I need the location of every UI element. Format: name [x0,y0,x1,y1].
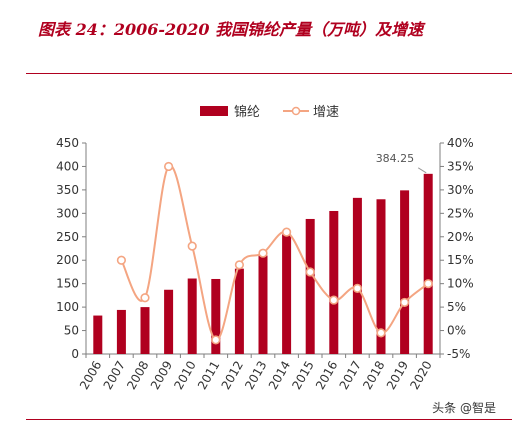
y-right-tick-label: 10% [447,277,474,291]
x-tick-label: 2015 [289,359,316,392]
bar [329,210,339,354]
footer-divider [26,419,512,420]
x-tick-label: 2007 [101,359,128,392]
legend-swatch-bar [200,106,228,116]
bar [376,199,386,354]
growth-point [234,260,244,270]
title-divider [26,73,512,74]
y-right-tick-label: 20% [447,230,474,244]
growth-line [116,161,433,345]
x-tick-label: 2016 [313,359,340,392]
growth-point [305,267,315,277]
bar [400,190,410,354]
y-left-tick-label: 400 [56,159,79,173]
growth-point [400,297,410,308]
y-left-tick-label: 150 [56,277,79,291]
bar [282,234,292,354]
bar [423,173,433,354]
growth-point [258,248,268,258]
growth-point [423,279,433,289]
y-right-tick-label: 40% [447,136,474,150]
x-tick-label: 2014 [266,359,293,392]
y-right-tick-label: 30% [447,183,474,197]
x-tick-labels: 2006200720082009201020112012201320142015… [77,359,435,392]
y-left-tick-label: 100 [56,300,79,314]
bar [116,309,126,354]
x-tick-label: 2020 [407,359,434,392]
y-left-tick-label: 350 [56,183,79,197]
watermark: 头条 @智是 [429,398,499,417]
y-left-tick-label: 250 [56,230,79,244]
growth-point [376,328,386,338]
growth-point [116,255,126,265]
y-right-tick-label: 5% [447,300,466,314]
y-right-tick-label: 35% [447,159,474,173]
bars [93,173,433,354]
x-tick-label: 2010 [171,359,198,392]
bar [211,278,221,354]
x-tick-label: 2018 [360,359,387,392]
bar [164,289,174,354]
bar [187,278,197,354]
y-left-tick-label: 450 [56,136,79,150]
x-tick-label: 2009 [148,359,175,392]
x-tick-label: 2019 [384,359,411,392]
growth-point [352,283,363,293]
bar [234,268,244,354]
x-tick-label: 2012 [219,359,246,392]
growth-point [187,241,197,251]
legend-label-bar: 锦纶 [234,105,260,120]
chart-title: 图表 24：2006-2020 我国锦纶产量（万吨）及增速 [38,20,424,39]
y-right-tick-label: -5% [447,347,470,361]
y-left-tick-label: 0 [71,347,79,361]
growth-point [329,295,339,305]
annotation-leader [417,167,427,174]
y-left-tick-label: 50 [64,324,79,338]
bar [140,307,150,354]
legend-label-line: 增速 [313,105,339,120]
x-tick-label: 2011 [195,359,222,392]
growth-point [164,161,174,172]
y-left-tick-label: 300 [56,206,79,220]
y-left-tick-label: 200 [56,253,79,267]
growth-point [282,227,292,237]
bar [305,218,315,354]
x-tick-label: 2013 [242,359,269,392]
growth-point [211,335,221,345]
y-right-tick-label: 15% [447,253,474,267]
y-right-tick-label: 0% [447,324,466,338]
bar [258,255,268,354]
legend-marker-line [291,106,301,116]
y-right-tick-label: 25% [447,206,474,220]
bar [352,197,362,354]
x-tick-label: 2006 [77,359,104,392]
growth-point [140,293,150,303]
annotation-label: 384.25 [376,152,415,165]
legend: 锦纶 增速 [200,105,339,120]
x-tick-label: 2017 [337,359,364,392]
x-tick-label: 2008 [124,359,151,392]
bar [93,315,103,354]
annotation: 384.25 [376,152,427,174]
